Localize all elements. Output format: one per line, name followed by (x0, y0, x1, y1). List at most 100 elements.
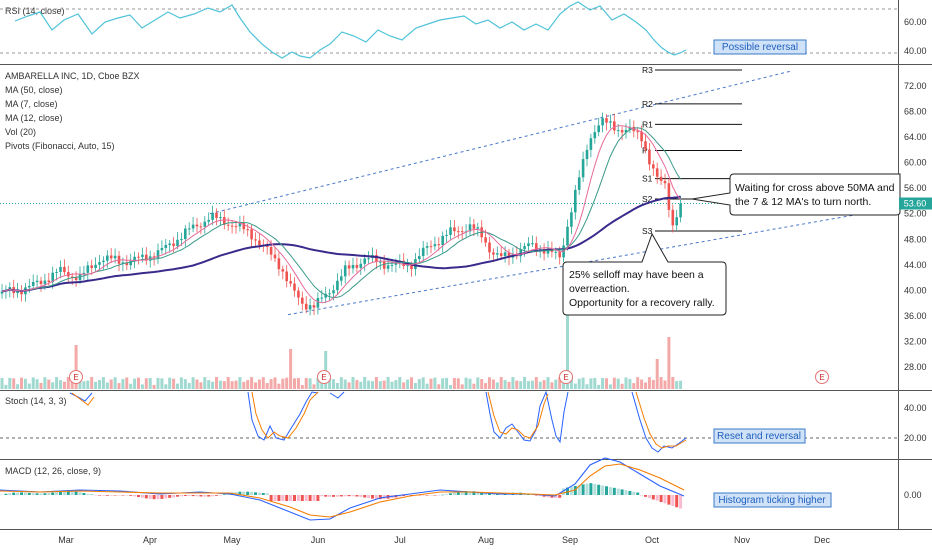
macd-hist-bar (308, 495, 312, 501)
macd-hist-bar (207, 495, 211, 497)
candle-body (671, 209, 675, 226)
macd-hist-bar (168, 495, 172, 498)
macd-hist-bar (605, 486, 608, 495)
volume-bar (62, 381, 66, 389)
volume-bar (651, 380, 655, 389)
volume-bar (218, 380, 222, 389)
candle-body (47, 280, 51, 283)
macd-hist-bar (51, 492, 55, 495)
volume-bar (187, 382, 191, 389)
macd-hist-bar (281, 495, 285, 501)
candle-body (121, 262, 125, 264)
macd-hist-bar (242, 491, 246, 495)
volume-bar (168, 377, 172, 389)
candle-body (226, 224, 230, 226)
volume-bar (663, 380, 667, 389)
macd-hist-bar (589, 483, 593, 495)
pivot-label-s1: S1 (642, 174, 653, 184)
macd-hist-bar (191, 495, 195, 497)
volume-bar (70, 380, 74, 389)
candle-body (577, 177, 581, 190)
candle-body (531, 243, 534, 245)
candle-body (94, 264, 97, 268)
macd-hist-bar (433, 495, 437, 496)
candle-body (496, 253, 499, 255)
macd-hist-bar (257, 492, 261, 495)
volume-bar (343, 379, 347, 389)
macd-hist-bar (347, 495, 351, 497)
macd-hist-bar (179, 495, 183, 497)
volume-bar (538, 381, 542, 389)
macd-hist-bar (261, 493, 265, 495)
pivot-label-r1: R1 (642, 119, 653, 129)
candle-body (74, 277, 78, 281)
candle-body (581, 159, 585, 178)
price-tick: 48.00 (904, 234, 927, 244)
volume-bar (324, 351, 328, 389)
macd-hist-bar (593, 483, 597, 495)
price-tick: 32.00 (904, 336, 927, 346)
candle-body (445, 234, 448, 236)
volume-bar (445, 377, 449, 389)
volume-bar (523, 377, 527, 389)
time-tick: Jul (394, 535, 406, 545)
callout-ma-line1: Waiting for cross above 50MA and (735, 182, 895, 194)
candle-body (386, 265, 390, 269)
rsi-pane-label: RSI (14, close) (5, 6, 65, 16)
macd-hist-bar (176, 495, 179, 497)
volume-bar (250, 377, 254, 389)
macd-hist-bar (90, 494, 94, 496)
macd-hist-bar (616, 488, 620, 495)
candle-body (343, 265, 347, 277)
volume-bar (300, 384, 304, 389)
volume-bar (8, 377, 12, 389)
candle-body (242, 223, 246, 230)
volume-bar (304, 377, 308, 389)
macd-hist-bar (55, 492, 59, 495)
volume-bar (655, 359, 659, 389)
volume-bar (277, 383, 281, 389)
last-price-value: 53.60 (904, 199, 927, 209)
volume-bar (460, 384, 464, 389)
macd-hist-bar (456, 491, 460, 495)
volume-bar (562, 382, 566, 389)
macd-hist-bar (624, 490, 628, 495)
macd-hist-bar (125, 495, 129, 496)
indicator-label: Pivots (Fibonacci, Auto, 15) (5, 141, 115, 151)
macd-hist-bar (105, 495, 109, 496)
volume-bar (593, 377, 597, 389)
volume-bar (164, 384, 168, 389)
candle-body (453, 227, 456, 232)
volume-bar (624, 377, 628, 389)
candle-body (16, 290, 19, 294)
last-price-label: 53.60 (899, 197, 932, 210)
macd-hist-bar (113, 495, 117, 496)
rsi-note-box (713, 39, 807, 55)
candle-body (285, 271, 288, 282)
macd-hist-bar (140, 495, 144, 498)
volume-bar (390, 381, 394, 389)
candle-body (644, 141, 647, 150)
macd-hist-bar (328, 495, 332, 497)
rsi-note: Possible reversal (722, 42, 798, 53)
candle-body (304, 303, 308, 310)
rsi-tick-60: 60.00 (904, 17, 927, 27)
price-tick: 68.00 (904, 107, 927, 117)
volume-bar (616, 378, 620, 389)
earnings-marker-label: E (73, 373, 78, 382)
candle-body (421, 247, 425, 257)
macd-hist-bar (172, 495, 176, 498)
candle-body (277, 258, 281, 270)
callout-ma-line2: the 7 & 12 MA's to turn north. (735, 196, 871, 208)
macd-hist-bar (300, 495, 304, 501)
volume-bar (35, 379, 39, 389)
macd-hist-bar (296, 495, 300, 501)
macd-hist-bar (406, 495, 410, 496)
macd-hist-bar (98, 495, 101, 496)
volume-bar (101, 377, 105, 389)
volume-bar (230, 381, 234, 389)
volume-bar (441, 378, 445, 389)
macd-hist-bar (43, 493, 47, 495)
volume-bar (312, 384, 316, 389)
candle-body (28, 285, 31, 288)
